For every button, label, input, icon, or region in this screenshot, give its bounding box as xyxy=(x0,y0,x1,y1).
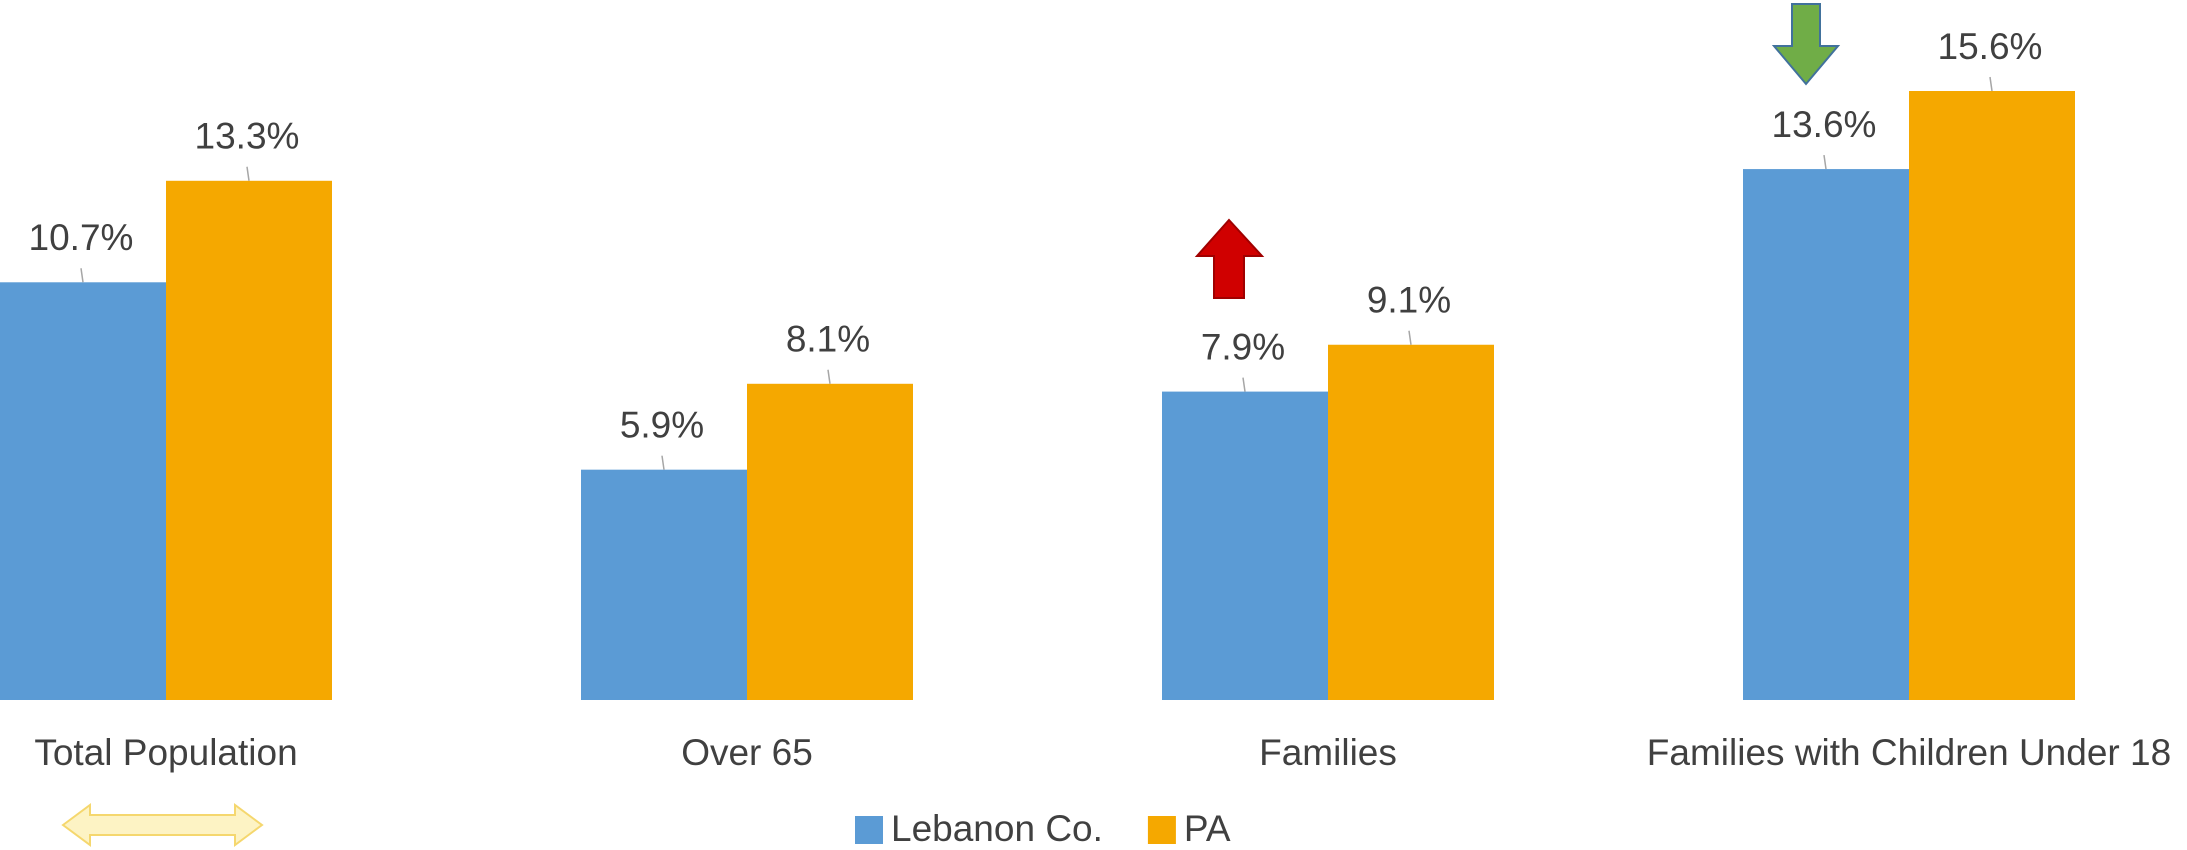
double-arrow xyxy=(61,803,264,847)
leader-line xyxy=(661,455,665,470)
legend-label: PA xyxy=(1184,808,1231,849)
bar xyxy=(0,282,166,700)
leader-line xyxy=(1989,76,1993,92)
value-label: 10.7% xyxy=(29,217,134,258)
legend-label: Lebanon Co. xyxy=(891,808,1103,849)
legend-swatch xyxy=(1147,816,1176,844)
bar xyxy=(1909,91,2075,700)
bar xyxy=(747,383,913,700)
bar xyxy=(1328,344,1494,700)
value-label: 9.1% xyxy=(1367,280,1451,321)
leader-line xyxy=(1242,377,1246,392)
legend-swatch xyxy=(855,816,883,844)
value-label: 7.9% xyxy=(1201,326,1285,367)
plot: Total Population 10.7% 13.3% Over 65 5.9% 8.1… xyxy=(0,26,2171,849)
leader-line xyxy=(1823,154,1827,170)
leader-line xyxy=(1408,330,1412,345)
bar xyxy=(581,469,747,700)
down-arrow xyxy=(1771,3,1841,86)
value-label: 5.9% xyxy=(620,404,704,445)
leader-line xyxy=(80,268,84,283)
up-arrow xyxy=(1194,218,1265,299)
leader-line xyxy=(246,166,250,181)
x-tick-label: Over 65 xyxy=(681,732,813,773)
bar xyxy=(1162,391,1328,700)
value-label: 15.6% xyxy=(1938,26,2043,67)
value-label: 13.6% xyxy=(1772,104,1877,145)
value-label: 13.3% xyxy=(195,116,300,157)
x-tick-label: Total Population xyxy=(34,732,297,773)
bar xyxy=(166,180,332,701)
x-tick-label: Families xyxy=(1259,732,1397,773)
bar xyxy=(1743,169,1909,701)
x-tick-label: Families with Children Under 18 xyxy=(1647,732,2171,773)
leader-line xyxy=(827,369,831,384)
value-label: 8.1% xyxy=(786,319,870,360)
